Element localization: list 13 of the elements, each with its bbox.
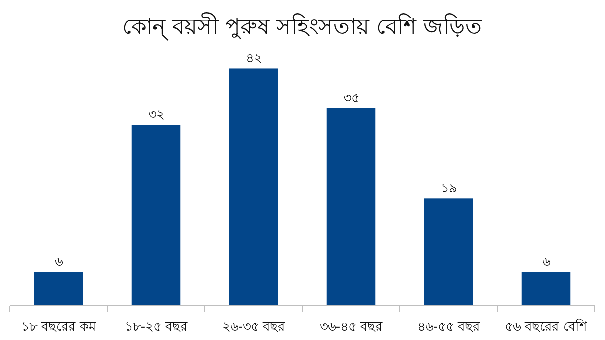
x-tick-label: ৫৬ বছরের বেশি xyxy=(505,319,588,335)
x-tick-label: ৩৬-৪৫ বছর xyxy=(320,320,384,335)
data-label: ১৯ xyxy=(440,182,457,197)
x-tick-label: ১৮ বছরের কম xyxy=(22,320,97,335)
x-tick-label: ২৬-৩৫ বছর xyxy=(222,320,286,335)
data-label: ৬ xyxy=(542,255,552,270)
data-label: ৪২ xyxy=(246,52,262,67)
x-tick-label: ১৮-২৫ বছর xyxy=(124,320,189,335)
data-label: ৩৫ xyxy=(343,91,360,106)
chart-title: কোন্ বয়সী পুরুষ সহিংসতায় বেশি জড়িত xyxy=(122,13,482,41)
x-tick-label: ৪৬-৫৫ বছর xyxy=(417,320,482,335)
data-label: ৩২ xyxy=(148,108,164,124)
data-label: ৬ xyxy=(54,255,64,270)
